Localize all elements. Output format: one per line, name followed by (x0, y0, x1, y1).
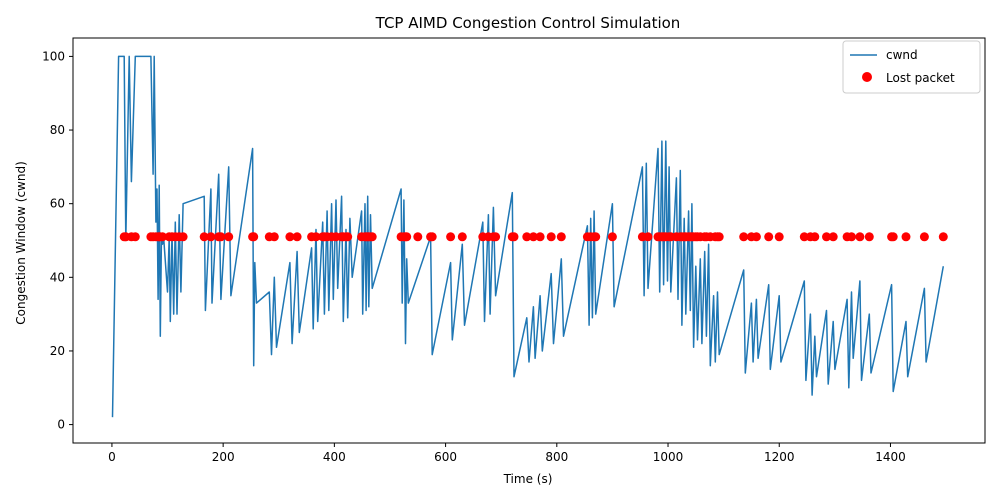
lost-packet-point (446, 232, 456, 242)
lost-packet-point (216, 232, 226, 242)
lost-packet-point (178, 232, 188, 242)
plot-frame (72, 37, 986, 444)
lost-packet-point (206, 232, 216, 242)
lost-packet-point (919, 232, 929, 242)
y-tick-label: 40 (50, 270, 65, 284)
lost-packet-point (643, 232, 653, 242)
lost-packet-point (546, 232, 556, 242)
lost-packet-point (864, 232, 874, 242)
y-tick-label: 60 (50, 197, 65, 211)
x-tick-label: 1200 (764, 450, 795, 464)
lost-packet-point (739, 232, 749, 242)
lost-packet-point (427, 232, 437, 242)
lost-packet-point (556, 232, 566, 242)
lost-packet-point (822, 232, 831, 242)
lost-packet-point (528, 232, 538, 242)
x-tick-label: 200 (212, 450, 235, 464)
legend: cwnd Lost packet (842, 40, 981, 94)
x-tick-label: 1400 (875, 450, 906, 464)
x-tick-label: 400 (323, 450, 346, 464)
lost-packet-point (810, 232, 820, 242)
lost-packet-point (751, 232, 761, 242)
lost-packet-point (591, 232, 601, 242)
plot-area (111, 55, 948, 418)
y-tick-label: 20 (50, 344, 65, 358)
x-tick-label: 0 (108, 450, 116, 464)
lost-packet-point (311, 232, 321, 242)
lost-packet-point (714, 232, 724, 242)
lost-packet-point (130, 232, 140, 242)
y-tick-label: 100 (42, 49, 65, 63)
cwnd-series-line (111, 55, 945, 418)
lost-packet-point (509, 232, 519, 242)
lost-packet-point (855, 232, 865, 242)
legend-lost-packet-label: Lost packet (886, 71, 955, 85)
lost-packet-point (343, 232, 353, 242)
lost-packet-point (491, 232, 501, 242)
y-axis-label: Congestion Window (cwnd) (14, 161, 28, 325)
lost-packet-point (224, 232, 234, 242)
lost-packet-point (367, 232, 377, 242)
lost-packet-point (269, 232, 279, 242)
lost-packet-point (901, 232, 911, 242)
axes: 0 200 400 600 800 1000 1200 1400 0 20 40 60 80 100 (42, 37, 986, 464)
lost-packet-point (413, 232, 423, 242)
x-tick-label: 1000 (653, 450, 684, 464)
lost-packet-point (888, 232, 898, 242)
lost-packet-point (607, 232, 617, 242)
lost-packet-point (158, 232, 167, 242)
lost-packet-point (249, 232, 259, 242)
lost-packet-point (774, 232, 784, 242)
legend-cwnd-label: cwnd (886, 48, 918, 62)
lost-packet-point (535, 232, 545, 242)
y-tick-label: 80 (50, 123, 65, 137)
lost-packet-point (764, 232, 774, 242)
lost-packet-point (292, 232, 302, 242)
legend-frame (842, 40, 981, 94)
lost-packet-point (285, 232, 295, 242)
lost-packet-point (522, 232, 532, 242)
x-tick-label: 600 (434, 450, 457, 464)
legend-lost-packet-marker (862, 72, 872, 82)
lost-packet-point (938, 232, 948, 242)
y-tick-label: 0 (57, 418, 65, 432)
lost-packet-point (402, 232, 412, 242)
data-group (111, 55, 948, 418)
x-axis-label: Time (s) (503, 472, 553, 486)
lost-packet-point (457, 232, 467, 242)
lost-packet-point (847, 232, 856, 242)
lost-packet-point (828, 232, 838, 242)
x-tick-label: 800 (545, 450, 568, 464)
lost-packet-point (199, 232, 209, 242)
chart-title: TCP AIMD Congestion Control Simulation (375, 14, 681, 32)
